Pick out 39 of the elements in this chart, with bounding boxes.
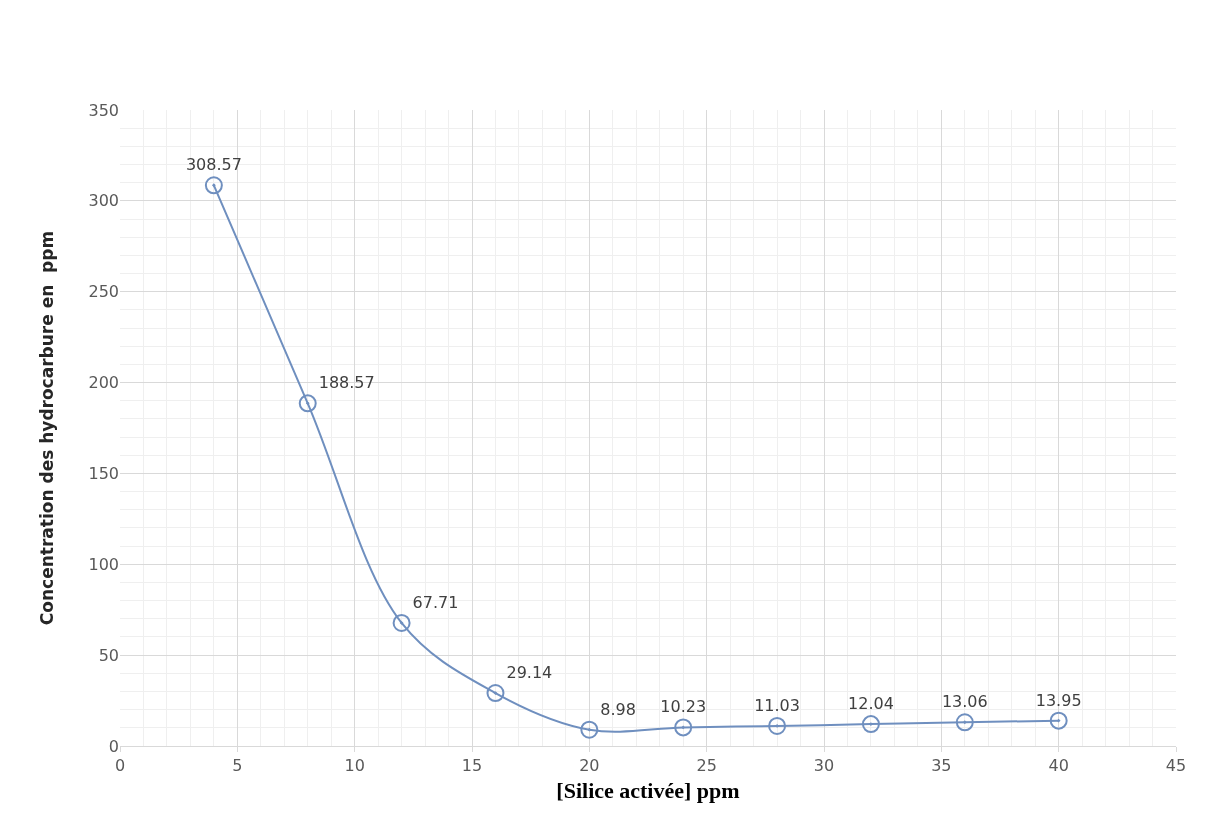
point <box>204 176 223 195</box>
x-tick-label: 20 <box>579 756 600 776</box>
y-tick-label: 100 <box>88 554 119 574</box>
data-label: 29.14 <box>506 663 553 683</box>
y-tick-label: 250 <box>88 282 119 302</box>
data-label: 10.23 <box>660 697 707 717</box>
point <box>392 613 411 632</box>
x-tick-label: 45 <box>1165 756 1187 776</box>
data-label: 308.57 <box>185 155 242 175</box>
data-label: 11.03 <box>754 695 800 715</box>
x-tick-label: 40 <box>1048 756 1069 776</box>
data-label: 13.06 <box>941 692 988 712</box>
data-label: 12.04 <box>848 694 894 714</box>
data-label: 13.95 <box>1035 690 1082 710</box>
point <box>861 715 880 734</box>
point <box>768 716 787 735</box>
point <box>674 718 693 737</box>
y-tick-label: 50 <box>98 645 119 665</box>
x-tick-label: 15 <box>461 756 483 776</box>
point <box>955 713 974 732</box>
x-tick-label: 5 <box>232 756 243 776</box>
point <box>580 720 599 739</box>
point <box>298 394 317 413</box>
point <box>1049 711 1068 730</box>
y-tick-label: 150 <box>88 464 119 484</box>
y-axis-title: Concentration des hydrocarbure en ppm <box>37 230 57 626</box>
y-tick-label: 0 <box>108 736 119 756</box>
x-tick-label: 10 <box>344 756 365 776</box>
data-label: 67.71 <box>412 592 459 612</box>
point <box>486 684 505 703</box>
y-tick-label: 200 <box>88 373 119 393</box>
y-tick-label: 300 <box>88 191 119 211</box>
x-tick-label: 30 <box>813 756 835 776</box>
data-label: 188.57 <box>318 373 375 393</box>
x-tick-label: 25 <box>696 756 717 776</box>
y-tick-label: 350 <box>88 100 119 120</box>
data-label: 8.98 <box>600 699 636 719</box>
x-tick-label: 35 <box>931 756 952 776</box>
x-axis-title: [Silice activée] ppm <box>556 778 740 804</box>
